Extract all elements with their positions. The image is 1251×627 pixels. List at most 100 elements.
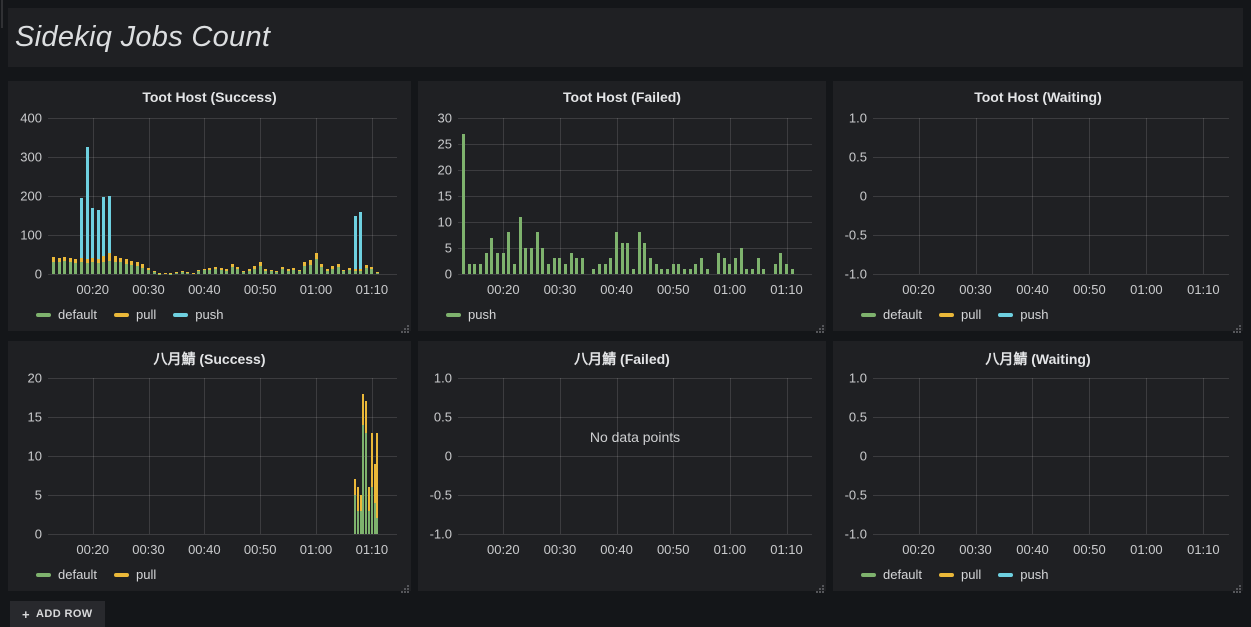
bar-segment (370, 266, 374, 270)
gridline (316, 378, 318, 534)
legend-label: default (58, 567, 98, 582)
bar-segment (247, 269, 251, 271)
y-tick-label: -1.0 (429, 526, 452, 542)
y-tick-label: 300 (20, 149, 42, 165)
bar-segment (762, 268, 766, 274)
resize-handle-icon[interactable] (400, 580, 409, 593)
bar-segment (501, 253, 505, 274)
x-tick-label: 01:10 (355, 542, 389, 557)
legend-item-default[interactable]: default (36, 307, 97, 322)
bar-segment (496, 253, 500, 274)
legend-item-default[interactable]: default (861, 567, 922, 582)
bar-segment (643, 242, 647, 274)
bar-segment (225, 269, 229, 271)
legend-item-pull[interactable]: pull (939, 307, 981, 322)
legend-item-push[interactable]: push (998, 307, 1049, 322)
legend-item-push[interactable]: push (446, 307, 496, 322)
resize-handle-icon[interactable] (400, 320, 409, 333)
panel-title[interactable]: 八月鯖 (Waiting) (985, 351, 1091, 367)
gridline (458, 417, 812, 418)
y-tick-label: 0 (34, 266, 42, 282)
bar-segment (773, 263, 777, 274)
gridline (371, 118, 373, 274)
bar-segment (68, 262, 72, 274)
panel-title[interactable]: Toot Host (Success) (142, 89, 277, 105)
bar-segment (626, 242, 630, 274)
bar-segment (208, 267, 212, 270)
bar-segment (219, 268, 223, 271)
plot-area: 1.0 0.5 0 -0.5 -1.0 00:20 00:30 00:40 00:50 01:00… (833, 81, 1243, 331)
bar-segment (353, 269, 357, 271)
panel-title[interactable]: Toot Host (Waiting) (974, 89, 1102, 105)
panel-toot-host-success: Toot Host (Success) 400 300 200 100 0 00:20 00… (8, 81, 411, 333)
x-tick-label: 00:20 (487, 542, 520, 557)
no-data-text: No data points (589, 429, 681, 445)
legend-item-default[interactable]: default (36, 567, 97, 582)
x-tick-label: 01:00 (1130, 282, 1163, 297)
legend-item-pull[interactable]: pull (114, 307, 156, 322)
x-tick-label: 00:50 (656, 542, 690, 557)
plot-area: 400 300 200 100 0 00:20 00:30 00:40 00:50 01:00 01… (8, 81, 411, 331)
bar-segment (52, 256, 56, 262)
legend-item-pull[interactable]: pull (114, 567, 156, 582)
x-tick-label: 00:30 (132, 542, 165, 557)
bar-segment (214, 269, 218, 274)
bar-segment (292, 268, 296, 271)
resize-handle-icon[interactable] (815, 320, 824, 333)
scrollbar-thumb[interactable] (1, 0, 3, 28)
x-tick-label: 00:50 (656, 282, 690, 297)
gridline (559, 118, 561, 274)
gridline (148, 378, 150, 534)
bar-segment (219, 270, 223, 274)
add-row-button[interactable]: + ADD ROW (10, 601, 105, 627)
bar-segment (119, 257, 123, 263)
panel-title[interactable]: 八月鯖 (Success) (153, 351, 266, 367)
y-tick-label: -0.5 (429, 487, 452, 503)
bar-segment (202, 268, 206, 271)
resize-handle-icon[interactable] (815, 580, 824, 593)
plot-area: 20 15 10 5 0 00:20 00:30 00:40 00:50 01:00 01:10 de… (8, 341, 411, 591)
bar-segment (331, 266, 335, 269)
gridline (975, 118, 977, 274)
gridline (1032, 118, 1034, 274)
legend: default pull push (36, 307, 224, 322)
bar-segment (354, 479, 357, 495)
bar-segment (208, 269, 212, 274)
gridline (873, 235, 1229, 236)
bar-segment (281, 269, 285, 274)
y-tick-label: 0.5 (848, 149, 867, 165)
bar-segment (158, 273, 162, 275)
dashboard-row-title[interactable]: Sidekiq Jobs Count (15, 21, 271, 53)
legend-item-default[interactable]: default (861, 307, 922, 322)
dashboard-row-header[interactable]: Sidekiq Jobs Count (8, 8, 1243, 67)
legend-item-pull[interactable]: pull (939, 567, 981, 582)
legend-item-push[interactable]: push (998, 567, 1049, 582)
gridline (204, 378, 206, 534)
x-tick-label: 00:20 (902, 282, 935, 297)
bar-segment (107, 196, 111, 254)
bar-segment (365, 401, 368, 433)
bar-segment (552, 258, 556, 274)
resize-handle-icon[interactable] (1232, 580, 1241, 593)
bar-segment (303, 266, 307, 274)
bar-segment (174, 272, 178, 274)
y-tick-label: 0 (859, 448, 867, 464)
bar-segment (230, 267, 234, 274)
bar-segment (541, 248, 545, 274)
panel-title[interactable]: 八月鯖 (Failed) (574, 351, 670, 367)
bar-segment (74, 259, 78, 264)
gridline (873, 196, 1229, 197)
bar-segment (575, 258, 579, 274)
legend-label: pull (136, 567, 157, 582)
resize-handle-icon[interactable] (1232, 320, 1241, 333)
gridline (918, 118, 920, 274)
bar-segment (225, 270, 229, 274)
gridline (1032, 378, 1034, 534)
legend-swatch-icon (446, 312, 461, 317)
bar-segment (96, 209, 100, 260)
legend-swatch-icon (939, 572, 955, 577)
bar-segment (359, 510, 362, 534)
panel-title[interactable]: Toot Host (Failed) (563, 89, 681, 105)
bar-segment (264, 270, 268, 274)
legend-item-push[interactable]: push (173, 307, 224, 322)
